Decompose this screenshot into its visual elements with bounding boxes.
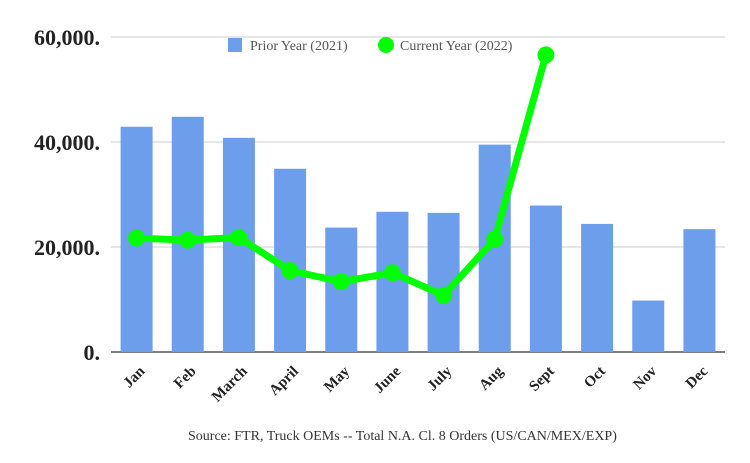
- y-tick-label: 60,000.: [34, 25, 100, 50]
- point-aug: [486, 230, 504, 248]
- point-june: [383, 264, 401, 282]
- x-tick-label-april: April: [266, 364, 301, 399]
- x-tick-label-march: March: [209, 363, 251, 405]
- source-note: Source: FTR, Truck OEMs -- Total N.A. Cl…: [188, 429, 617, 444]
- point-sept: [537, 46, 555, 64]
- x-tick-label-feb: Feb: [171, 364, 199, 392]
- x-tick-label-jan: Jan: [121, 363, 149, 391]
- bar-oct: [581, 223, 614, 352]
- x-tick-label-aug: Aug: [476, 363, 507, 394]
- legend-label-current-year: Current Year (2022): [400, 39, 513, 54]
- point-feb: [179, 231, 197, 249]
- legend-label-prior-year: Prior Year (2021): [250, 39, 348, 54]
- point-march: [230, 229, 248, 247]
- y-tick-label: 0.: [84, 340, 101, 365]
- y-axis-ticks: 0. 20,000. 40,000. 60,000.: [34, 25, 100, 365]
- x-tick-label-oct: Oct: [581, 364, 609, 392]
- x-tick-label-nov: Nov: [630, 363, 660, 393]
- bar-nov: [632, 300, 665, 352]
- point-april: [281, 262, 299, 280]
- point-may: [332, 273, 350, 291]
- x-tick-label-july: July: [425, 363, 456, 394]
- x-tick-label-sept: Sept: [526, 364, 557, 395]
- current-year-line: [128, 46, 555, 304]
- y-tick-label: 40,000.: [34, 130, 100, 155]
- point-july: [435, 286, 453, 304]
- grid-lines: [111, 36, 725, 353]
- x-tick-label-may: May: [321, 363, 353, 395]
- legend-swatch-current-year: [378, 37, 394, 53]
- bar-june: [376, 211, 409, 352]
- y-tick-label: 20,000.: [34, 235, 100, 260]
- prior-year-bars: [120, 116, 716, 353]
- bar-dec: [683, 229, 716, 352]
- bar-sept: [529, 205, 562, 352]
- legend-swatch-prior-year: [228, 38, 242, 52]
- x-tick-label-dec: Dec: [683, 363, 712, 392]
- point-jan: [128, 229, 146, 247]
- legend: Prior Year (2021) Current Year (2022): [228, 37, 513, 54]
- x-axis-ticks: Jan Feb March April May June July Aug Sept Oct Nov…: [121, 363, 712, 405]
- x-tick-label-june: June: [371, 363, 404, 396]
